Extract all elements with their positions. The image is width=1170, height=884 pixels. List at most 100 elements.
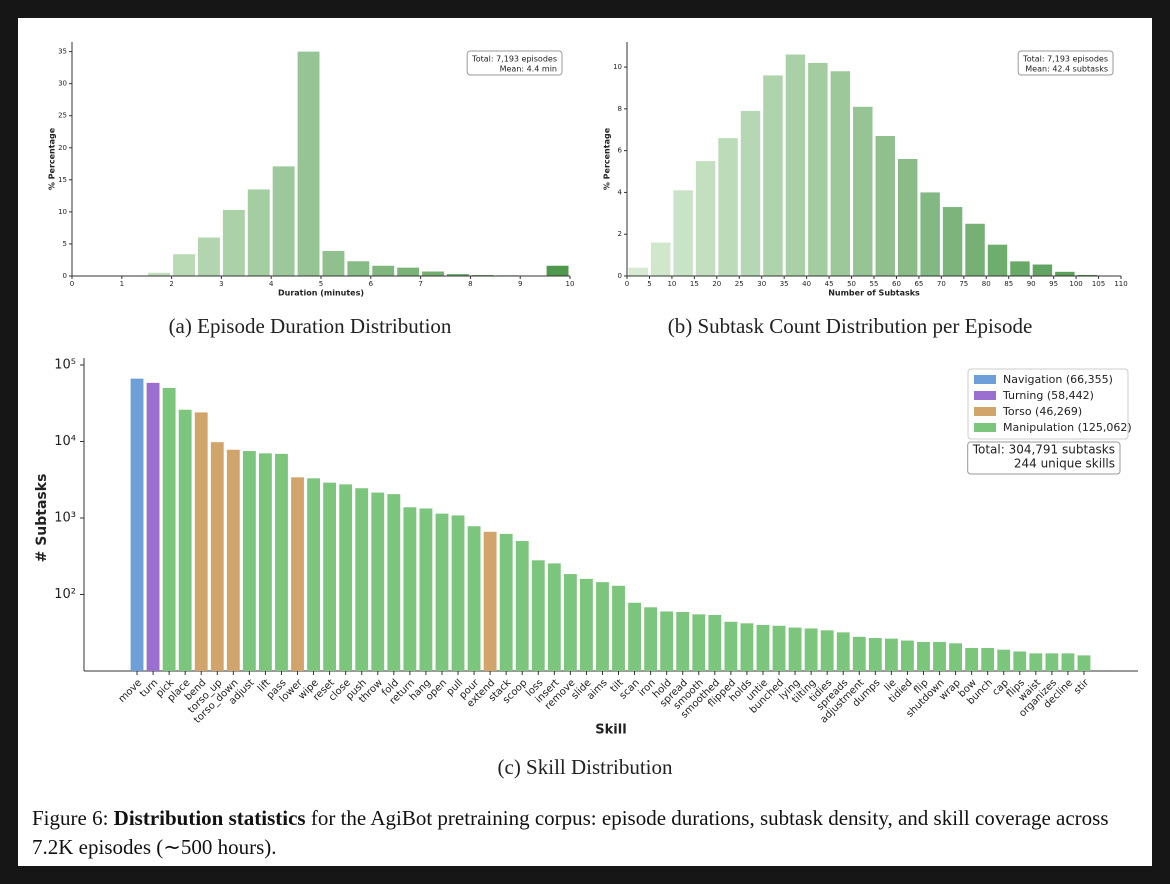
- y-tick-label: 0: [63, 272, 67, 280]
- y-tick-label: 10: [613, 63, 622, 71]
- y-tick-label: 30: [58, 80, 67, 88]
- bar: [371, 492, 385, 671]
- y-axis-label: % Percentage: [48, 127, 57, 190]
- x-tick-label: 60: [892, 280, 901, 288]
- annotation-box: [1017, 50, 1114, 76]
- bar: [965, 223, 985, 276]
- bar: [515, 541, 529, 671]
- bar: [673, 190, 693, 276]
- annotation-box: [967, 441, 1121, 475]
- legend-swatch: [974, 375, 996, 384]
- bar: [788, 627, 802, 671]
- annotation: Total: 7,193 episodes: [471, 55, 557, 64]
- bar: [875, 136, 895, 276]
- y-tick-label: 10: [58, 208, 67, 216]
- x-axis-label: Duration (minutes): [278, 289, 364, 298]
- bar: [547, 563, 561, 671]
- bar: [987, 244, 1008, 276]
- bar: [612, 585, 625, 671]
- y-axis-label: % Percentage: [603, 127, 612, 190]
- bar: [297, 51, 320, 276]
- bar: [853, 106, 873, 277]
- bar: [531, 560, 545, 671]
- y-tick-label: 10⁴: [54, 434, 76, 449]
- figure-caption: Figure 6: Distribution statistics for th…: [32, 804, 1147, 862]
- x-tick-label: 5: [319, 280, 323, 288]
- legend-label: Navigation (66,355): [1003, 373, 1113, 386]
- bar: [1013, 651, 1027, 671]
- bar: [997, 649, 1011, 671]
- x-tick-label: 10: [667, 280, 676, 288]
- bar: [660, 611, 674, 671]
- bar: [372, 265, 395, 276]
- x-tick-label: 1: [120, 280, 124, 288]
- bar: [447, 274, 469, 276]
- bar: [981, 647, 995, 671]
- bar: [949, 643, 962, 671]
- bar: [763, 75, 783, 276]
- caption-text: for the AgiBot pretraining corpus: episo…: [32, 806, 1109, 859]
- bar: [275, 453, 288, 671]
- bar: [162, 388, 176, 671]
- x-tick-label: 110: [1114, 280, 1127, 288]
- bar: [820, 630, 834, 671]
- y-tick-label: 4: [618, 188, 623, 196]
- x-tick-label: 55: [870, 280, 879, 288]
- legend-label: Torso (46,269): [1002, 405, 1082, 418]
- x-tick-label: 80: [982, 280, 991, 288]
- bar: [355, 488, 369, 671]
- bar: [1029, 653, 1043, 671]
- bar: [322, 250, 345, 276]
- x-tick-label: 10: [566, 280, 575, 288]
- subcaption: (b) Subtask Count Distribution per Episo…: [668, 314, 1033, 338]
- caption-bold: Distribution statistics: [113, 806, 306, 830]
- y-tick-label: 20: [58, 144, 67, 152]
- bar: [628, 602, 641, 671]
- bar: [173, 254, 195, 276]
- bar: [740, 623, 754, 671]
- bar: [920, 192, 940, 276]
- x-tick-label: 40: [802, 280, 811, 288]
- bar: [695, 161, 716, 276]
- bar: [247, 189, 270, 276]
- x-tick-label: 7: [418, 280, 422, 288]
- bar: [387, 494, 401, 671]
- annotation: Mean: 42.4 subtasks: [1025, 65, 1108, 74]
- bar: [836, 632, 850, 671]
- caption-label: Figure 6:: [32, 806, 109, 830]
- x-tick-label: 90: [1027, 280, 1036, 288]
- y-tick-label: 5: [63, 240, 67, 248]
- bar: [483, 531, 497, 671]
- bar: [740, 110, 761, 276]
- bar: [403, 507, 417, 671]
- bar: [178, 409, 192, 671]
- subcaption: (a) Episode Duration Distribution: [169, 314, 452, 338]
- x-tick-label: 0: [625, 280, 629, 288]
- bar: [756, 624, 770, 671]
- bar: [198, 237, 220, 276]
- bar: [259, 453, 272, 671]
- bar: [499, 533, 513, 671]
- y-tick-label: 10⁵: [54, 358, 76, 373]
- y-tick-label: 15: [58, 176, 67, 184]
- bar: [917, 641, 930, 671]
- x-tick-label: 8: [468, 280, 472, 288]
- bar: [1045, 653, 1059, 671]
- y-tick-label: 2: [618, 230, 622, 238]
- bar: [897, 159, 918, 276]
- bar: [772, 625, 786, 671]
- bar: [692, 614, 706, 671]
- bar: [804, 628, 818, 671]
- legend-swatch: [974, 407, 996, 416]
- bar: [226, 449, 240, 671]
- bar: [708, 614, 722, 671]
- bar: [323, 482, 337, 671]
- x-tick-label: 50: [847, 280, 856, 288]
- x-tick-label: 0: [70, 280, 74, 288]
- x-tick-label: 6: [369, 280, 374, 288]
- bar: [546, 265, 569, 276]
- bar: [868, 638, 882, 671]
- y-tick-label: 10²: [54, 587, 76, 602]
- bar: [718, 138, 738, 276]
